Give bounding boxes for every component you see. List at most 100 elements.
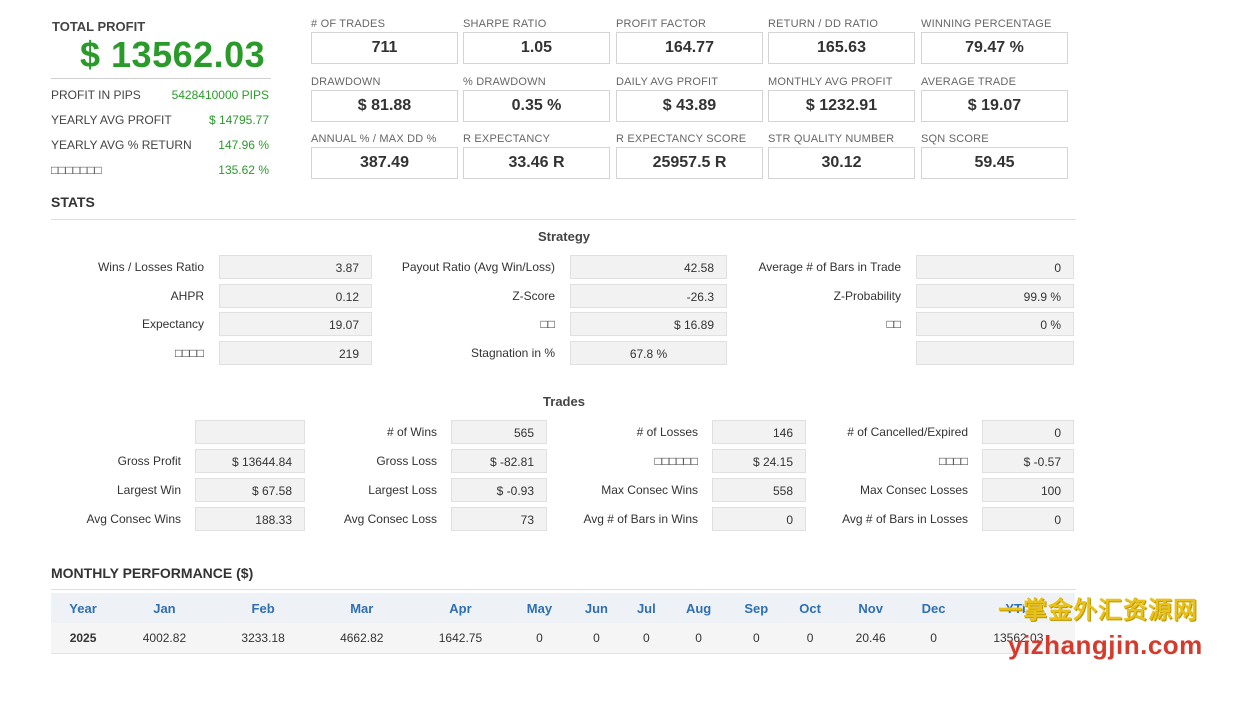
table-cell: 0 xyxy=(623,623,669,654)
divider xyxy=(51,589,1076,590)
stat-label: □□ xyxy=(886,317,902,331)
summary-row-yearly-profit: YEARLY AVG PROFIT $ 14795.77 xyxy=(51,113,271,133)
stat-label: Gross Loss xyxy=(376,454,437,468)
stat-value: 19.07 xyxy=(219,312,372,336)
stat-value: 565 xyxy=(451,420,547,444)
stat-label: Largest Loss xyxy=(368,483,437,497)
stat-label: Z-Probability xyxy=(833,289,901,303)
stat-value: 73 xyxy=(451,507,547,531)
stat-value xyxy=(916,341,1074,365)
column-header: YTD xyxy=(961,593,1075,623)
table-cell: 13562.03 xyxy=(961,623,1075,654)
metric-r-expectancy-score: R EXPECTANCY SCORE 25957.5 R xyxy=(616,133,763,179)
metric-value: 33.46 R xyxy=(463,147,610,179)
column-header: Oct xyxy=(784,593,836,623)
stat-value: 100 xyxy=(982,478,1074,502)
stats-title: STATS xyxy=(51,194,95,210)
metric-value: $ 43.89 xyxy=(616,90,763,122)
metric-label: ANNUAL % / MAX DD % xyxy=(311,133,437,145)
metric-trades: # OF TRADES 711 xyxy=(311,18,458,64)
stat-label: Z-Score xyxy=(512,289,555,303)
column-header: Jun xyxy=(569,593,624,623)
stat-label: # of Wins xyxy=(386,425,437,439)
metric-r-expectancy: R EXPECTANCY 33.46 R xyxy=(463,133,610,179)
stat-label: Avg Consec Loss xyxy=(343,512,437,526)
metric-value: 387.49 xyxy=(311,147,458,179)
metric-label: # OF TRADES xyxy=(311,18,386,30)
watermark-text: 一掌金外汇资源网 xyxy=(998,597,1198,624)
stat-label: Average # of Bars in Trade xyxy=(758,260,901,274)
stat-value: 67.8 % xyxy=(570,341,727,365)
stat-value: 0 xyxy=(916,255,1074,279)
stat-label: # of Cancelled/Expired xyxy=(847,425,968,439)
summary-value: $ 14795.77 xyxy=(208,113,269,127)
column-header: Apr xyxy=(411,593,510,623)
metric-value: 59.45 xyxy=(921,147,1068,179)
column-header: Jul xyxy=(623,593,669,623)
table-header-row: Year Jan Feb Mar Apr May Jun Jul Aug Sep… xyxy=(51,593,1075,623)
stat-value xyxy=(195,420,305,444)
metric-label: R EXPECTANCY xyxy=(463,133,551,145)
stat-label: Max Consec Wins xyxy=(601,483,698,497)
stat-value: 0.12 xyxy=(219,284,372,308)
stat-value: $ 24.15 xyxy=(712,449,806,473)
metric-label: STR QUALITY NUMBER xyxy=(768,133,895,145)
column-header: Mar xyxy=(312,593,412,623)
table-cell: 0 xyxy=(905,623,962,654)
stat-label: Payout Ratio (Avg Win/Loss) xyxy=(401,260,555,274)
table-cell: 0 xyxy=(728,623,785,654)
metric-pct-drawdown: % DRAWDOWN 0.35 % xyxy=(463,76,610,122)
stat-value: $ 67.58 xyxy=(195,478,305,502)
column-header: Sep xyxy=(728,593,785,623)
metric-label: MONTHLY AVG PROFIT xyxy=(768,76,893,88)
metric-value: 164.77 xyxy=(616,32,763,64)
metric-label: % DRAWDOWN xyxy=(463,76,546,88)
table-cell: 4662.82 xyxy=(312,623,412,654)
metric-sharpe-ratio: SHARPE RATIO 1.05 xyxy=(463,18,610,64)
metric-value: 0.35 % xyxy=(463,90,610,122)
stat-label: Max Consec Losses xyxy=(859,483,968,497)
metric-value: 25957.5 R xyxy=(616,147,763,179)
metric-value: $ 1232.91 xyxy=(768,90,915,122)
table-cell: 0 xyxy=(569,623,624,654)
stat-value: 0 xyxy=(982,507,1074,531)
metric-label: DAILY AVG PROFIT xyxy=(616,76,719,88)
metric-annual-max-dd: ANNUAL % / MAX DD % 387.49 xyxy=(311,133,458,179)
metric-drawdown: DRAWDOWN $ 81.88 xyxy=(311,76,458,122)
column-header: Nov xyxy=(835,593,906,623)
column-header: Year xyxy=(51,593,116,623)
column-header: Aug xyxy=(668,593,729,623)
stat-value: $ -82.81 xyxy=(451,449,547,473)
total-profit-label: TOTAL PROFIT xyxy=(52,19,146,34)
stat-label: Avg Consec Wins xyxy=(86,512,181,526)
metric-label: R EXPECTANCY SCORE xyxy=(616,133,747,145)
column-header: Jan xyxy=(115,593,214,623)
strategy-title: Strategy xyxy=(537,229,591,244)
stat-label: Avg # of Bars in Wins xyxy=(583,512,699,526)
metric-label: DRAWDOWN xyxy=(311,76,381,88)
table-cell: 2025 xyxy=(51,623,116,654)
metric-label: WINNING PERCENTAGE xyxy=(921,18,1052,30)
metric-value: 30.12 xyxy=(768,147,915,179)
stat-value: 188.33 xyxy=(195,507,305,531)
total-profit-value: $ 13562.03 xyxy=(80,34,266,75)
stat-value: $ -0.57 xyxy=(982,449,1074,473)
metric-value: $ 19.07 xyxy=(921,90,1068,122)
metric-value: 165.63 xyxy=(768,32,915,64)
stat-label: AHPR xyxy=(170,289,204,303)
stat-label: Largest Win xyxy=(116,483,181,497)
metric-value: $ 81.88 xyxy=(311,90,458,122)
stat-label: Gross Profit xyxy=(117,454,181,468)
metric-label: SHARPE RATIO xyxy=(463,18,547,30)
metric-return-dd-ratio: RETURN / DD RATIO 165.63 xyxy=(768,18,915,64)
metric-value: 711 xyxy=(311,32,458,64)
stat-label: □□□□□□ xyxy=(654,454,699,468)
stat-value: 0 xyxy=(982,420,1074,444)
divider xyxy=(51,219,1076,220)
summary-row-unknown: □□□□□□□ 135.62 % xyxy=(51,163,271,183)
stat-value: 146 xyxy=(712,420,806,444)
table-cell: 20.46 xyxy=(835,623,906,654)
stat-value: -26.3 xyxy=(570,284,727,308)
summary-row-pips: PROFIT IN PIPS 5428410000 PIPS xyxy=(51,88,271,108)
table-cell: 0 xyxy=(668,623,729,654)
